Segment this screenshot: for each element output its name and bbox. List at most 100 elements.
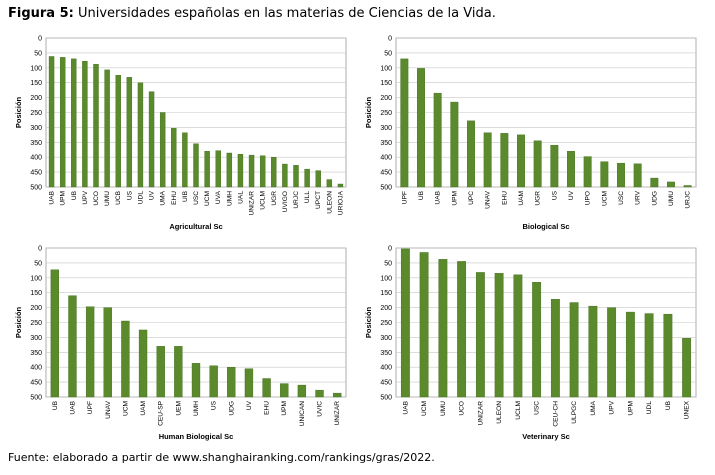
- y-tick-label: 350: [380, 350, 392, 357]
- x-tick-label: UNIZAR: [477, 401, 484, 426]
- y-tick-label: 250: [30, 110, 42, 117]
- x-tick-label: EHU: [501, 191, 508, 205]
- bar-ub: [663, 313, 673, 398]
- x-tick-label: UNIZAR: [249, 191, 256, 216]
- bar-uem: [174, 346, 183, 398]
- bar-udl: [644, 313, 654, 398]
- bar-unizar: [475, 272, 485, 398]
- y-tick-label: 250: [380, 110, 392, 117]
- x-tick-label: UVIC: [317, 401, 324, 417]
- y-tick-label: 0: [388, 36, 392, 43]
- bar-umh: [226, 152, 233, 188]
- bar-uv: [244, 368, 254, 398]
- x-tick-label: UEM: [175, 401, 182, 416]
- x-tick-label: UCM: [204, 191, 211, 206]
- bar-us: [126, 77, 133, 188]
- x-tick-label: UCO: [93, 191, 100, 206]
- x-tick-label: US: [551, 190, 558, 200]
- x-tick-label: UVIGO: [282, 191, 289, 212]
- bar-umh: [191, 363, 201, 398]
- x-axis-title: Biological Sc: [522, 222, 569, 231]
- bar-upv: [82, 61, 88, 188]
- x-tick-label: UPM: [60, 191, 67, 206]
- x-axis-title: Veterinary Sc: [522, 432, 570, 441]
- bar-uv: [567, 151, 575, 188]
- y-tick-label: 250: [30, 320, 42, 327]
- bar-usc: [617, 162, 625, 188]
- y-tick-label: 200: [380, 95, 392, 102]
- x-tick-label: UNEX: [684, 400, 691, 419]
- chart-agricultural-sc: 0 50 100 150 200 250 300 350 400 450 500 Posición UA…: [14, 36, 347, 231]
- x-tick-label: UMH: [226, 191, 233, 206]
- bar-ceu-sp: [156, 346, 165, 398]
- x-tick-label: UCLM: [260, 191, 267, 210]
- x-tick-label: CEU-SP: [158, 400, 165, 426]
- x-tick-label: UMU: [668, 191, 675, 206]
- bar-ehu: [262, 378, 271, 398]
- bar-unav: [483, 132, 492, 188]
- x-tick-label: UNICAN: [299, 401, 306, 427]
- y-tick-label: 450: [30, 380, 42, 387]
- y-tick-label: 400: [30, 155, 42, 162]
- y-tick-label: 150: [380, 80, 392, 87]
- x-tick-label: UPV: [609, 400, 616, 414]
- x-tick-label: UDL: [137, 191, 144, 205]
- y-tick-label: 350: [30, 140, 42, 147]
- bar-usc: [193, 143, 199, 188]
- bar-unex: [682, 338, 692, 398]
- bar-us: [209, 365, 218, 398]
- x-tick-label: UPM: [281, 401, 288, 416]
- y-axis-title: Posición: [364, 306, 373, 338]
- x-tick-label: UCM: [122, 401, 129, 416]
- y-tick-label: 100: [30, 275, 42, 282]
- bar-upc: [467, 120, 475, 188]
- y-tick-label: 0: [38, 246, 42, 253]
- y-tick-label: 450: [380, 170, 392, 177]
- y-tick-label: 450: [380, 380, 392, 387]
- x-tick-label: UCB: [115, 190, 122, 205]
- bar-ehu: [171, 128, 177, 188]
- bar-upv: [607, 307, 617, 398]
- x-tick-label: UPCT: [315, 191, 322, 209]
- bar-ub: [50, 269, 59, 398]
- bar-ub: [71, 58, 77, 188]
- x-tick-label: UDL: [646, 401, 653, 415]
- chart-biological-sc: 0 50 100 150 200 250 300 350 400 450 500 Posición UP…: [364, 36, 697, 231]
- bar-urjc: [683, 185, 692, 188]
- bar-us: [550, 145, 559, 188]
- x-tick-label: EHU: [264, 401, 271, 415]
- x-tick-label: UMU: [440, 401, 447, 416]
- x-axis-title: Agricultural Sc: [169, 222, 222, 231]
- x-tick-label: UB: [52, 400, 59, 410]
- x-tick-label: URJC: [685, 191, 692, 209]
- x-tick-label: UIB: [182, 190, 189, 202]
- y-tick-label: 450: [30, 170, 42, 177]
- x-tick-label: UPV: [82, 190, 89, 204]
- x-tick-label: UGR: [535, 191, 542, 206]
- bar-ucm: [121, 320, 130, 398]
- y-tick-label: 250: [380, 320, 392, 327]
- x-tick-label: CEU-CH: [552, 401, 559, 427]
- x-tick-label: ULL: [304, 191, 311, 203]
- x-tick-label: UMH: [193, 401, 200, 416]
- x-tick-label: UPO: [585, 191, 592, 205]
- y-axis-title: Posición: [364, 96, 373, 128]
- x-tick-label: UGR: [271, 191, 278, 206]
- x-tick-label: USC: [534, 401, 541, 415]
- bar-urioja: [337, 183, 344, 188]
- bar-upm: [280, 383, 289, 398]
- x-tick-label: US: [126, 190, 133, 200]
- bar-ulpgc: [569, 302, 579, 398]
- x-tick-label: UVA: [215, 190, 222, 204]
- bar-ucm: [204, 151, 210, 188]
- bar-uab: [433, 92, 442, 188]
- bar-upm: [59, 57, 66, 188]
- y-tick-label: 400: [30, 365, 42, 372]
- y-tick-label: 300: [30, 125, 42, 132]
- x-tick-label: UB: [418, 190, 425, 200]
- x-tick-label: ULEON: [326, 191, 333, 214]
- bar-uco: [93, 64, 99, 188]
- chart-human-biological-sc: 0 50 100 150 200 250 300 350 400 450 500 Posición UB…: [14, 246, 347, 441]
- x-tick-label: UAB: [69, 400, 76, 414]
- bar-ucm: [419, 252, 429, 398]
